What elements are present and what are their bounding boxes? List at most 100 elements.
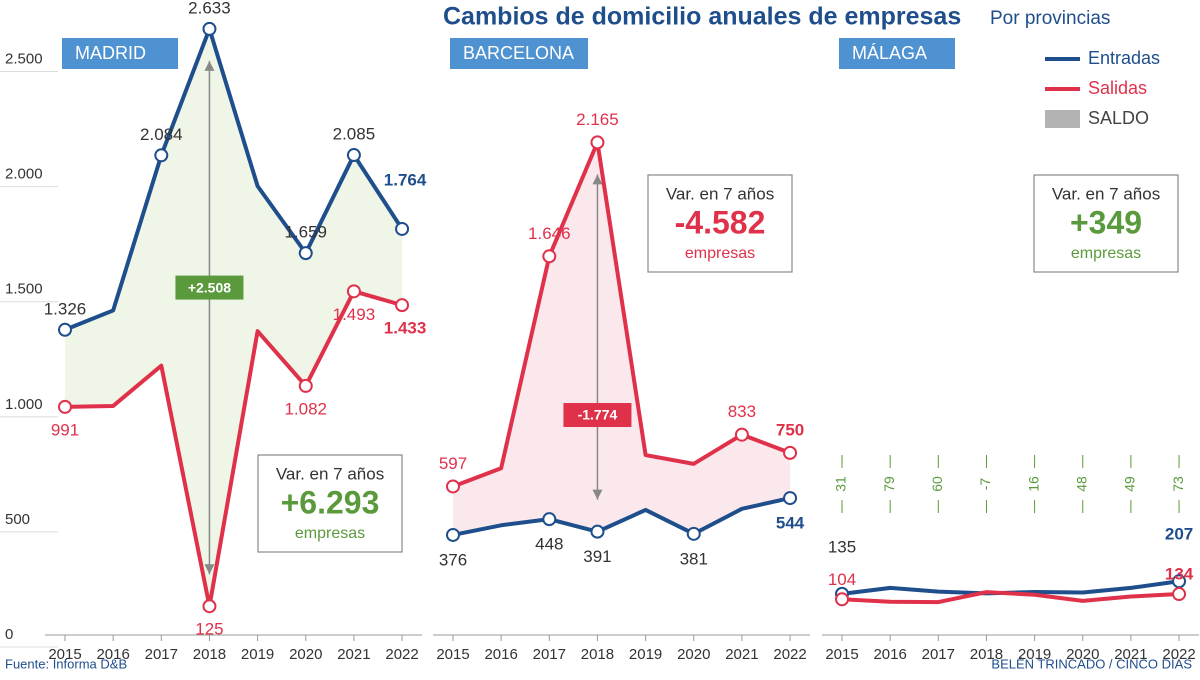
value-label: 381: [680, 549, 708, 568]
value-label: 391: [583, 547, 611, 566]
value-label: 134: [1165, 565, 1194, 584]
variation-box: [1033, 174, 1179, 273]
legend-label: Entradas: [1088, 48, 1160, 68]
arrow-head: [592, 174, 603, 185]
variation-value: +6.293: [281, 484, 380, 520]
source: Fuente: Informa D&B: [5, 656, 127, 671]
value-label: 104: [828, 570, 856, 589]
value-label: 207: [1165, 525, 1193, 544]
x-tick-label: 2016: [873, 646, 906, 663]
value-label: 597: [439, 454, 467, 473]
value-label: 1.764: [384, 170, 427, 189]
legend-label: SALDO: [1088, 108, 1149, 128]
value-label: 1.082: [284, 399, 327, 418]
series-line: [64, 289, 403, 609]
legend-swatch: [1045, 110, 1080, 128]
x-tick-label: 2019: [1018, 646, 1051, 663]
x-tick-label: 2018: [970, 646, 1003, 663]
x-tick-label: 2018: [581, 646, 614, 663]
value-label: 125: [195, 620, 223, 639]
variation-unit: empresas: [295, 525, 365, 542]
variation-unit: empresas: [1071, 245, 1141, 262]
variation-box: [257, 454, 403, 553]
data-point: [346, 284, 361, 299]
arrow-head: [204, 564, 215, 575]
value-label: 2.084: [140, 125, 183, 144]
y-tick-label: 2.500: [5, 50, 43, 67]
data-point: [298, 246, 313, 261]
data-point: [446, 527, 460, 542]
panel-header-box: [62, 38, 178, 69]
saldo-value: 48: [1073, 476, 1089, 492]
data-point: [154, 148, 169, 163]
data-point: [58, 322, 72, 337]
saldo-area: [65, 28, 403, 607]
data-point: [783, 445, 798, 460]
value-label: 1.493: [333, 305, 376, 324]
x-tick-label: 2017: [533, 646, 566, 663]
variation-label: Var. en 7 años: [276, 464, 384, 483]
value-label: 2.165: [576, 110, 619, 129]
series-line: [841, 590, 1180, 605]
variation-label: Var. en 7 años: [666, 184, 774, 203]
saldo-box: [563, 403, 632, 428]
value-label: 1.326: [44, 299, 87, 318]
data-point: [835, 592, 849, 607]
variation-unit: empresas: [685, 245, 755, 262]
value-label: 376: [439, 550, 467, 569]
data-point: [686, 526, 701, 541]
series-line: [452, 496, 791, 537]
x-tick-label: 2020: [677, 646, 710, 663]
x-tick-label: 2015: [48, 646, 81, 663]
x-tick-label: 2016: [484, 646, 517, 663]
series-line: [64, 26, 404, 332]
saldo-area: [453, 142, 791, 535]
variation-value: +349: [1070, 204, 1142, 240]
credit: BELÉN TRINCADO / CINCO DÍAS: [991, 656, 1192, 671]
value-label: 1.659: [284, 223, 327, 242]
data-point: [542, 512, 557, 527]
saldo-value: 16: [1025, 476, 1041, 492]
series-line: [452, 140, 791, 489]
saldo-label: -1.774: [578, 407, 618, 423]
arrow-head: [592, 489, 603, 500]
value-label: 135: [828, 537, 856, 556]
saldo-value: 60: [929, 476, 945, 492]
panel-header-box: [450, 38, 588, 69]
panel-header: BARCELONA: [463, 43, 574, 63]
x-tick-label: 2015: [436, 646, 469, 663]
value-label: 544: [776, 514, 805, 533]
variation-label: Var. en 7 años: [1052, 184, 1160, 203]
y-tick-label: 1.000: [5, 396, 43, 413]
saldo-value: 31: [833, 476, 849, 492]
panel-header: MÁLAGA: [852, 43, 927, 63]
x-tick-label: 2022: [773, 646, 806, 663]
x-tick-label: 2019: [241, 646, 274, 663]
data-point: [395, 221, 410, 236]
data-point: [395, 298, 410, 313]
data-point: [298, 378, 313, 393]
data-point: [58, 399, 72, 414]
variation-box: [647, 174, 793, 273]
value-label: 1.646: [528, 224, 571, 243]
y-tick-label: 0: [5, 626, 13, 643]
x-tick-label: 2015: [825, 646, 858, 663]
data-point: [734, 427, 749, 442]
x-tick-label: 2020: [289, 646, 322, 663]
data-point: [446, 479, 460, 494]
saldo-value: -7: [977, 478, 993, 491]
data-point: [346, 148, 361, 163]
value-label: 833: [728, 402, 756, 421]
data-point: [202, 21, 217, 36]
y-tick-label: 500: [5, 511, 30, 528]
saldo-value: 79: [881, 476, 897, 492]
data-point: [542, 249, 557, 264]
y-tick-label: 2.000: [5, 166, 43, 183]
value-label: 2.633: [188, 0, 231, 17]
value-label: 750: [776, 420, 804, 439]
data-point: [202, 599, 217, 614]
x-tick-label: 2021: [725, 646, 758, 663]
value-label: 991: [51, 420, 79, 439]
x-tick-label: 2017: [145, 646, 178, 663]
